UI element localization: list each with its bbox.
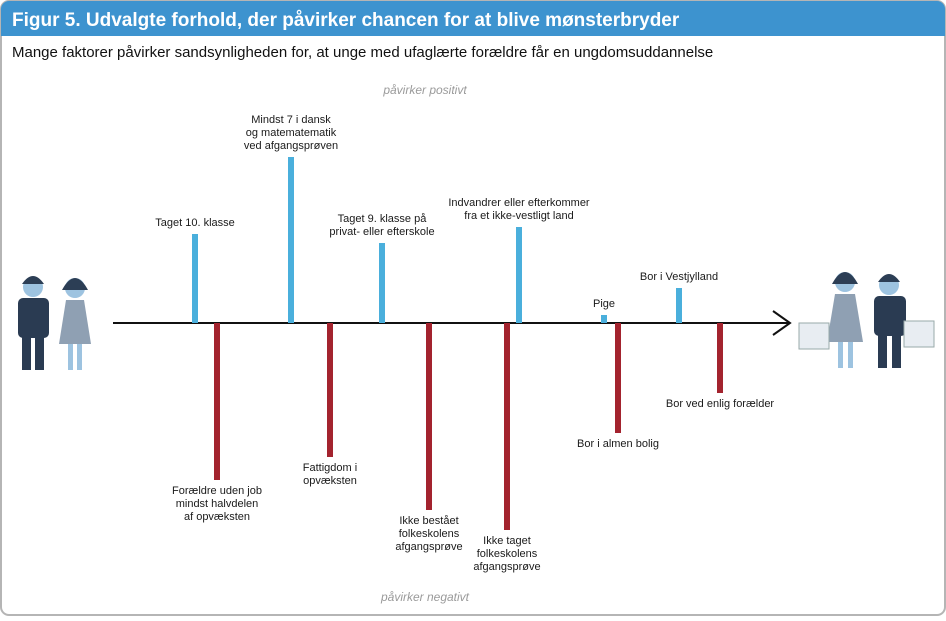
bar-label: Fattigdom i [303, 462, 357, 474]
bar-label: mindst halvdelen [176, 498, 259, 510]
bar-label: Ikke bestået [399, 515, 458, 527]
bar [327, 323, 333, 457]
axis-arrow [772, 310, 792, 336]
chart-title: Figur 5. Udvalgte forhold, der påvirker … [12, 10, 680, 31]
title-bar [1, 1, 945, 36]
bar [214, 323, 220, 480]
bar [288, 157, 294, 323]
bar-label: Taget 9. klasse på [338, 213, 428, 225]
bar-label: Forældre uden job [172, 485, 262, 497]
bar-label: Mindst 7 i dansk [251, 114, 331, 126]
children-right [798, 272, 935, 368]
bar [717, 323, 723, 393]
bar-label: Bor i Vestjylland [640, 271, 718, 283]
positive-label: påvirker positivt [382, 83, 467, 97]
bar [192, 234, 198, 323]
bar [615, 323, 621, 433]
bar-label: Ikke taget [483, 535, 531, 547]
bar-label: Bor i almen bolig [577, 438, 659, 450]
bar-label: folkeskolens [399, 528, 460, 540]
bar-label: fra et ikke-vestligt land [464, 210, 573, 222]
children-left [18, 276, 91, 370]
bar-label: afgangsprøve [395, 541, 462, 553]
bar [504, 323, 510, 530]
bar [426, 323, 432, 510]
bar-label: Pige [593, 298, 615, 310]
negative-label: påvirker negativt [380, 590, 470, 604]
chart-subtitle: Mange faktorer påvirker sandsynligheden … [12, 44, 713, 61]
bar-label: Indvandrer eller efterkommer [448, 197, 590, 209]
bar-label: og matematematik [246, 127, 337, 139]
bar-label: afgangsprøve [473, 561, 540, 573]
bar-label: privat- eller efterskole [329, 226, 434, 238]
bar [379, 243, 385, 323]
bar-label: Taget 10. klasse [155, 217, 235, 229]
bar-label: opvæksten [303, 475, 357, 487]
bar [676, 288, 682, 323]
bar [601, 315, 607, 323]
bar-label: ved afgangsprøven [244, 140, 338, 152]
bar-label: Bor ved enlig forælder [666, 398, 775, 410]
bar-label: af opvæksten [184, 511, 250, 523]
bar [516, 227, 522, 323]
bar-label: folkeskolens [477, 548, 538, 560]
